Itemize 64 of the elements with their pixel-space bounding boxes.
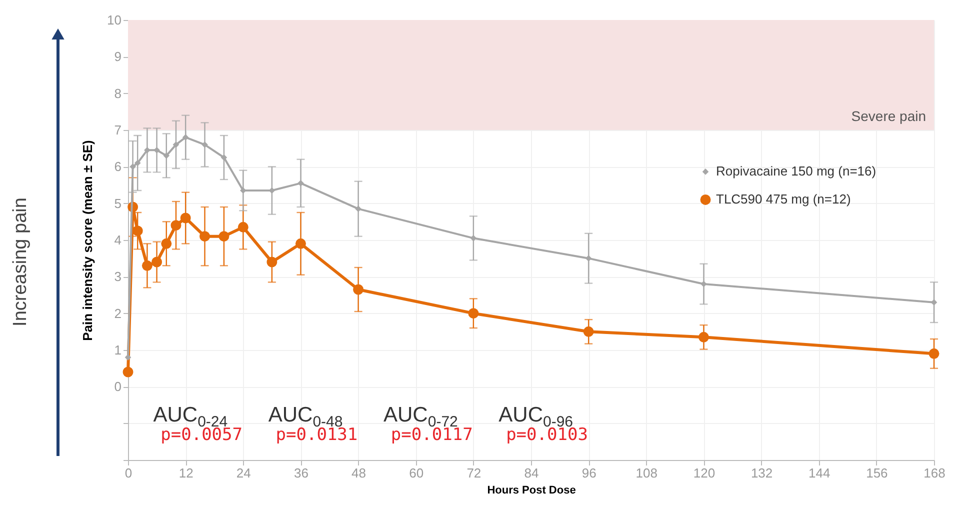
band-label: Severe pain xyxy=(851,108,926,124)
x-tick-label: 24 xyxy=(236,466,251,480)
x-tick-label: 96 xyxy=(582,466,596,480)
point xyxy=(124,354,132,360)
point xyxy=(142,260,152,271)
point xyxy=(698,332,709,342)
point xyxy=(134,160,141,166)
x-tick-label: 84 xyxy=(524,466,539,480)
x-tick-label: 0 xyxy=(124,466,132,480)
x-tick-label: 120 xyxy=(693,466,716,480)
legend-label: TLC590 475 mg (n=12) xyxy=(716,192,851,207)
y-tick-label: 5 xyxy=(114,196,122,211)
y-tick-label: 6 xyxy=(114,159,122,174)
x-tick-label: 132 xyxy=(750,466,773,480)
y-tick-label: 4 xyxy=(114,232,122,248)
x-tick-label: 156 xyxy=(866,466,888,480)
point xyxy=(180,212,191,224)
point xyxy=(132,226,143,236)
x-tick-label: 48 xyxy=(352,466,366,480)
point xyxy=(122,366,134,378)
x-tick-label: 144 xyxy=(808,466,830,480)
point xyxy=(182,134,189,140)
point xyxy=(172,142,180,148)
point xyxy=(266,256,278,268)
point xyxy=(161,238,172,249)
point xyxy=(353,284,364,295)
x-axis-title: Hours Post Dose xyxy=(487,484,576,496)
x-tick-label: 60 xyxy=(409,466,424,480)
y-tick-label: 8 xyxy=(114,86,122,101)
point xyxy=(152,256,162,268)
point xyxy=(470,235,477,242)
point xyxy=(220,154,228,161)
point xyxy=(928,348,940,359)
y-tick-label: 7 xyxy=(114,122,122,138)
point xyxy=(930,299,938,306)
point xyxy=(200,231,210,242)
point xyxy=(583,326,594,337)
point xyxy=(298,180,304,186)
point xyxy=(295,238,306,249)
y-tick-label: 9 xyxy=(114,49,122,64)
point xyxy=(170,220,182,231)
point xyxy=(238,222,248,232)
x-tick-label: 36 xyxy=(294,466,308,480)
y-tick-label: 0 xyxy=(114,379,122,394)
legend-label: Ropivacaine 150 mg (n=16) xyxy=(716,164,876,179)
point xyxy=(202,142,208,148)
y-tick-label: 2 xyxy=(114,306,122,321)
point xyxy=(163,152,170,159)
y-tick-label: 1 xyxy=(114,342,122,358)
x-tick-label: 72 xyxy=(466,466,482,480)
y-tick-label: 10 xyxy=(107,12,122,28)
point xyxy=(240,187,246,194)
x-tick-label: 168 xyxy=(924,466,946,480)
text: Increasing pain xyxy=(10,198,31,326)
point xyxy=(468,308,479,319)
point xyxy=(355,206,362,212)
x-tick-label: 12 xyxy=(178,466,194,480)
x-tick-label: 108 xyxy=(636,466,658,480)
y-tick-label: 3 xyxy=(114,269,122,284)
point xyxy=(218,231,230,242)
point xyxy=(700,280,707,288)
point xyxy=(585,255,592,262)
point xyxy=(268,187,276,194)
y-axis-title: Pain intensity score (mean ± SE) xyxy=(80,140,96,341)
